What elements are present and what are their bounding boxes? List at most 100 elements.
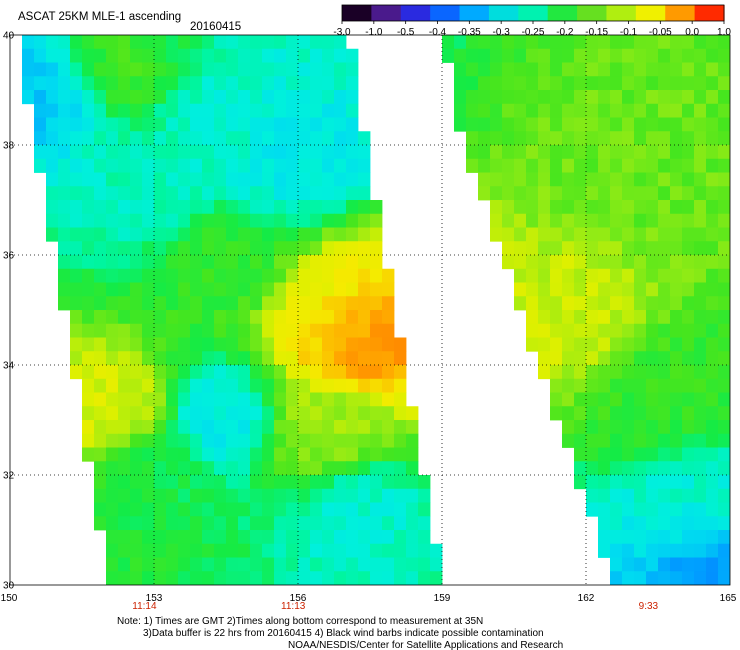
data-cell bbox=[334, 420, 347, 435]
data-cell bbox=[562, 378, 575, 393]
data-cell bbox=[310, 310, 323, 325]
data-cell bbox=[142, 241, 155, 256]
data-cell bbox=[94, 213, 107, 228]
data-cell bbox=[574, 90, 587, 105]
data-cell bbox=[334, 502, 347, 517]
data-cell bbox=[178, 90, 191, 105]
data-cell bbox=[490, 62, 503, 77]
data-cell bbox=[346, 392, 359, 407]
data-cell bbox=[718, 172, 730, 187]
data-cell bbox=[370, 392, 383, 407]
data-cell bbox=[298, 406, 311, 421]
data-cell bbox=[406, 420, 419, 435]
data-cell bbox=[310, 351, 323, 366]
data-cell bbox=[250, 158, 263, 173]
data-cell bbox=[310, 406, 323, 421]
data-cell bbox=[202, 378, 215, 393]
data-cell bbox=[106, 117, 119, 132]
data-cell bbox=[250, 186, 263, 201]
data-cell bbox=[70, 310, 83, 325]
data-cell bbox=[202, 172, 215, 187]
data-cell bbox=[262, 461, 275, 476]
data-cell bbox=[610, 571, 623, 585]
data-cell bbox=[718, 433, 730, 448]
data-cell bbox=[106, 145, 119, 160]
data-cell bbox=[646, 571, 659, 585]
data-cell bbox=[430, 543, 443, 558]
data-cell bbox=[286, 420, 299, 435]
data-cell bbox=[694, 76, 707, 91]
data-cell bbox=[562, 90, 575, 105]
data-cell bbox=[142, 488, 155, 503]
data-cell bbox=[322, 103, 335, 118]
data-cell bbox=[154, 145, 167, 160]
data-cell bbox=[562, 48, 575, 63]
data-cell bbox=[406, 543, 419, 558]
data-cell bbox=[322, 420, 335, 435]
data-cell bbox=[58, 241, 71, 256]
data-cell bbox=[658, 158, 671, 173]
data-cell bbox=[334, 227, 347, 242]
data-cell bbox=[430, 557, 443, 572]
data-cell bbox=[94, 117, 107, 132]
data-cell bbox=[622, 131, 635, 146]
data-cell bbox=[346, 255, 359, 270]
x-tick-label: 150 bbox=[1, 593, 18, 604]
data-cell bbox=[238, 268, 251, 283]
data-cell bbox=[70, 131, 83, 146]
data-cell bbox=[262, 447, 275, 462]
data-cell bbox=[358, 557, 371, 572]
data-cell bbox=[82, 200, 95, 215]
data-cell bbox=[226, 378, 239, 393]
data-cell bbox=[214, 447, 227, 462]
data-cell bbox=[514, 255, 527, 270]
data-cell bbox=[70, 268, 83, 283]
data-cell bbox=[586, 502, 599, 517]
data-cell bbox=[94, 502, 107, 517]
data-cell bbox=[58, 131, 71, 146]
data-cell bbox=[586, 433, 599, 448]
data-cell bbox=[370, 213, 383, 228]
data-cell bbox=[238, 158, 251, 173]
data-cell bbox=[394, 447, 407, 462]
data-cell bbox=[82, 76, 95, 91]
data-cell bbox=[670, 145, 683, 160]
data-cell bbox=[598, 282, 611, 297]
data-cell bbox=[130, 296, 143, 311]
data-cell bbox=[46, 145, 59, 160]
data-cell bbox=[310, 296, 323, 311]
data-cell bbox=[358, 420, 371, 435]
data-cell bbox=[298, 48, 311, 63]
data-cell bbox=[238, 323, 251, 338]
data-cell bbox=[94, 172, 107, 187]
data-cell bbox=[634, 543, 647, 558]
data-cell bbox=[682, 62, 695, 77]
data-cell bbox=[550, 255, 563, 270]
data-cell bbox=[550, 62, 563, 77]
data-cell bbox=[406, 502, 419, 517]
data-cell bbox=[166, 131, 179, 146]
data-cell bbox=[598, 516, 611, 531]
data-cell bbox=[106, 310, 119, 325]
data-cell bbox=[262, 365, 275, 380]
data-cell bbox=[46, 90, 59, 105]
data-cell bbox=[694, 475, 707, 490]
colorbar-tick-label: -0.1 bbox=[620, 27, 638, 38]
data-cell bbox=[226, 323, 239, 338]
data-cell bbox=[286, 488, 299, 503]
data-cell bbox=[70, 282, 83, 297]
data-cell bbox=[538, 62, 551, 77]
data-cell bbox=[118, 227, 131, 242]
data-cell bbox=[166, 200, 179, 215]
data-cell bbox=[214, 200, 227, 215]
data-cell bbox=[286, 543, 299, 558]
data-cell bbox=[394, 461, 407, 476]
data-cell bbox=[166, 392, 179, 407]
data-cell bbox=[262, 241, 275, 256]
data-cell bbox=[286, 90, 299, 105]
data-cell bbox=[214, 90, 227, 105]
data-cell bbox=[262, 213, 275, 228]
data-cell bbox=[634, 76, 647, 91]
data-cell bbox=[706, 406, 719, 421]
data-cell bbox=[706, 543, 719, 558]
